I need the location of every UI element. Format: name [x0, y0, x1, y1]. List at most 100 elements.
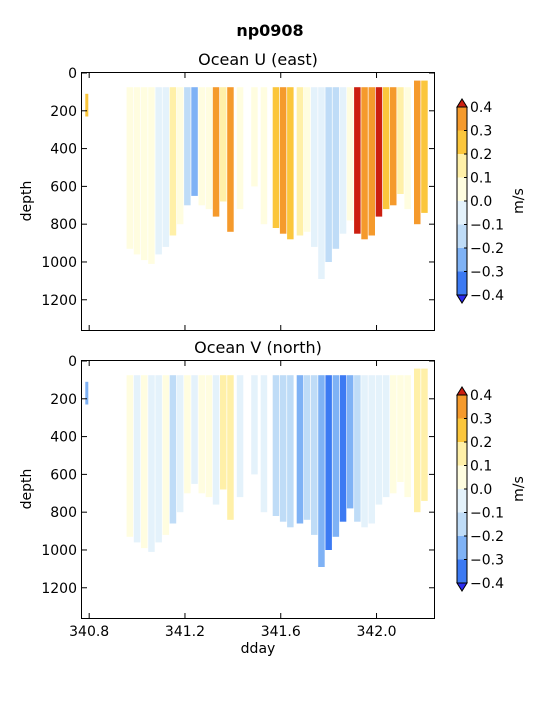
colorbar-segment	[457, 130, 467, 154]
data-column	[133, 87, 141, 255]
axes-v: 0 200 400 600 800 1000 1200 340.8 341.2 341.6 342.…	[41, 354, 434, 640]
data-column	[162, 375, 170, 535]
ytick-label: 1200	[41, 293, 77, 309]
data-column	[220, 87, 227, 202]
data-column	[382, 375, 390, 498]
data-column	[279, 87, 287, 234]
data-column	[148, 375, 155, 552]
colorbar-segment	[457, 418, 467, 442]
data-column	[318, 87, 325, 279]
colorbar-extend-max	[456, 386, 468, 396]
data-column	[390, 87, 397, 206]
data-column	[126, 87, 134, 249]
data-column	[311, 87, 318, 247]
data-column	[414, 80, 421, 225]
colorbar-segment	[457, 177, 467, 201]
colorbar-tick-label: −0.2	[470, 241, 504, 257]
data-column	[155, 87, 162, 255]
data-column	[133, 375, 141, 543]
ytick-label: 400	[50, 430, 77, 446]
colorbar-tick-label: −0.1	[470, 218, 504, 234]
colorbar-extend-max	[456, 98, 468, 108]
data-column	[421, 80, 428, 213]
data-column	[368, 375, 375, 524]
data-column	[169, 375, 177, 524]
colorbar-tick-label: 0.0	[470, 194, 492, 210]
data-column	[155, 375, 162, 543]
data-column	[176, 87, 184, 225]
data-column	[318, 375, 325, 567]
colorbar-tick-label: 0.2	[470, 147, 492, 163]
data-column	[303, 87, 311, 232]
xtick-label: 342.0	[356, 624, 396, 640]
data-column	[311, 375, 318, 535]
data-column	[361, 375, 368, 528]
data-column	[212, 87, 220, 217]
data-column	[260, 375, 268, 513]
colorbar-label-v: m/s	[511, 476, 527, 502]
data-column	[85, 381, 89, 405]
data-column	[287, 87, 294, 240]
data-column	[354, 375, 361, 522]
colorbar-segment	[457, 559, 467, 583]
ytick-label: 0	[68, 66, 77, 82]
data-column	[162, 87, 170, 247]
data-column	[404, 375, 411, 498]
colorbar-tick-label: 0.3	[470, 412, 492, 428]
ytick-label: 0	[68, 354, 77, 370]
ytick-label: 800	[50, 217, 77, 233]
data-column	[212, 375, 220, 505]
colorbar-label-u: m/s	[511, 188, 527, 214]
data-column	[382, 87, 390, 210]
data-column	[236, 375, 244, 498]
data-column	[287, 375, 294, 528]
colorbar-v: −0.4 −0.3 −0.2 −0.1 0.0 0.1 0.2 0.3 0.4	[456, 386, 504, 592]
colorbar-tick-label: 0.3	[470, 124, 492, 140]
ytick-label: 400	[50, 142, 77, 158]
colorbar-tick-label: 0.1	[470, 459, 492, 475]
colorbar-extend-min	[456, 582, 468, 592]
colorbar-segment	[457, 271, 467, 295]
colorbar-segment	[457, 248, 467, 272]
colorbar-segment	[457, 201, 467, 225]
ytick-label: 200	[50, 104, 77, 120]
ytick-label: 200	[50, 392, 77, 408]
ytick-label: 1000	[41, 543, 77, 559]
data-column	[421, 368, 428, 501]
ytick-label: 600	[50, 179, 77, 195]
colorbar-tick-label: −0.1	[470, 506, 504, 522]
data-column	[272, 375, 280, 516]
colorbar-segment	[457, 395, 467, 419]
colorbar-tick-label: 0.2	[470, 435, 492, 451]
data-column	[375, 375, 383, 505]
data-column	[169, 87, 177, 236]
data-column	[141, 87, 148, 261]
data-column	[346, 375, 354, 509]
data-column	[390, 375, 397, 494]
data-column	[279, 375, 287, 522]
colorbar-tick-label: 0.4	[470, 100, 492, 116]
data-column	[339, 375, 347, 522]
data-column	[85, 93, 89, 117]
data-column	[184, 375, 191, 494]
ylabel-u: depth	[19, 181, 35, 222]
data-column	[260, 87, 268, 225]
ylabel-v: depth	[19, 469, 35, 510]
data-column	[296, 87, 304, 236]
ytick-label: 800	[50, 505, 77, 521]
data-column	[361, 87, 368, 240]
data-column	[332, 87, 340, 249]
xtick-label: 341.2	[165, 624, 205, 640]
plot-frame-u	[81, 72, 435, 331]
panel-title-v: Ocean V (north)	[194, 338, 322, 357]
data-column	[141, 375, 148, 549]
data-column	[227, 87, 234, 232]
ytick-label: 600	[50, 467, 77, 483]
data-column	[227, 375, 234, 520]
colorbar-segment	[457, 107, 467, 131]
data-column	[339, 87, 347, 234]
data-column	[414, 368, 421, 513]
heatmap-u	[85, 80, 428, 279]
colorbar-tick-label: −0.4	[470, 288, 504, 304]
data-column	[176, 375, 184, 513]
